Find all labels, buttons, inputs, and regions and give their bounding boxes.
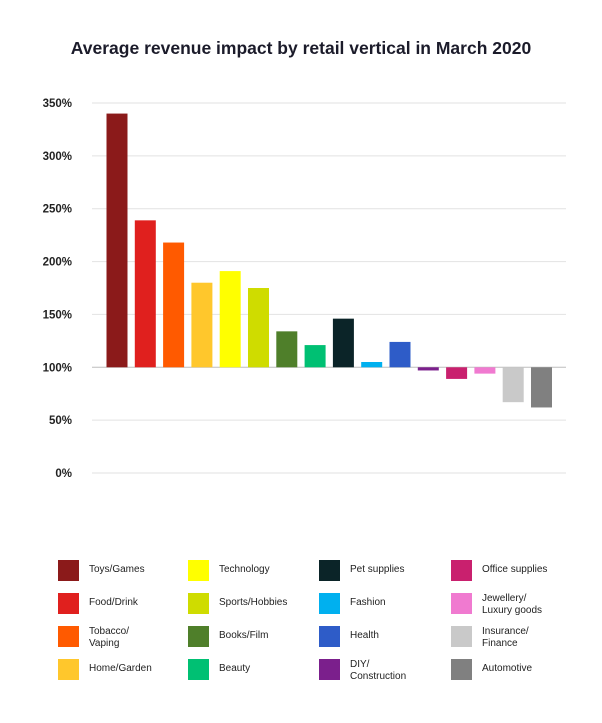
bar xyxy=(446,367,468,379)
bar xyxy=(276,331,298,368)
y-tick-label: 50% xyxy=(49,415,72,427)
y-tick-label: 300% xyxy=(43,151,72,163)
y-tick-label: 350% xyxy=(43,98,72,110)
bar xyxy=(389,341,411,368)
bar xyxy=(134,220,156,368)
bar xyxy=(248,288,269,368)
y-tick-label: 0% xyxy=(55,468,72,480)
y-tick-label: 250% xyxy=(43,204,72,216)
bar xyxy=(106,113,128,368)
chart-title: Average revenue impact by retail vertica… xyxy=(70,38,532,58)
bar xyxy=(417,367,439,371)
bar xyxy=(219,271,241,368)
y-tick-label: 150% xyxy=(43,309,72,321)
bar xyxy=(304,345,326,368)
bar xyxy=(474,367,496,374)
bar xyxy=(502,367,524,403)
bar xyxy=(163,242,185,368)
bar xyxy=(361,362,383,368)
bar xyxy=(531,367,552,408)
y-tick-label: 200% xyxy=(43,257,72,269)
bar xyxy=(191,282,213,368)
y-tick-label: 100% xyxy=(43,362,72,374)
bar xyxy=(332,318,354,368)
